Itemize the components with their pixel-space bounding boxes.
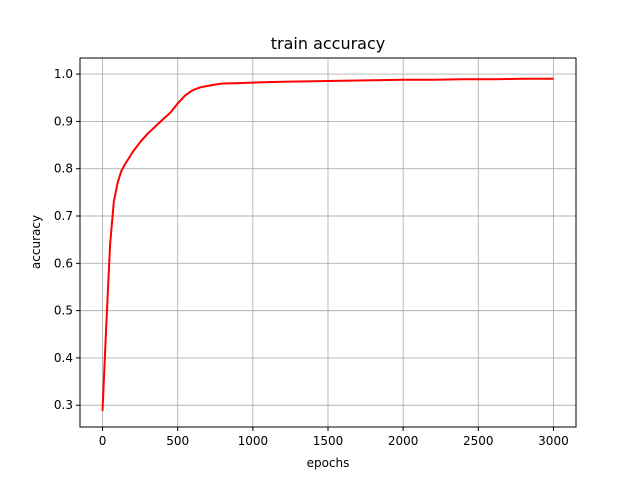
y-tick-label: 0.3 <box>54 398 73 412</box>
y-tick-label: 0.6 <box>54 256 73 270</box>
x-axis-label: epochs <box>307 456 350 470</box>
y-tick-label: 1.0 <box>54 67 73 81</box>
y-tick-label: 0.7 <box>54 209 73 223</box>
x-tick-label: 0 <box>99 434 107 448</box>
y-axis-label: accuracy <box>29 215 43 269</box>
x-tick-label: 2500 <box>463 434 494 448</box>
grid <box>80 58 576 427</box>
x-tick-label: 1500 <box>313 434 344 448</box>
x-tick-label: 2000 <box>388 434 419 448</box>
series-layer <box>101 77 554 411</box>
accuracy-series-line <box>101 77 554 411</box>
x-tick-label: 1000 <box>238 434 269 448</box>
y-tick-label: 0.4 <box>54 351 73 365</box>
y-tick-label: 0.9 <box>54 114 73 128</box>
y-tick-label: 0.5 <box>54 304 73 318</box>
x-tick-label: 500 <box>166 434 189 448</box>
chart-title: train accuracy <box>271 34 386 53</box>
y-tick-label: 0.8 <box>54 162 73 176</box>
x-tick-label: 3000 <box>538 434 569 448</box>
y-axis-ticks: 0.3 0.4 0.5 0.6 0.7 0.8 0.9 1.0 <box>54 67 80 412</box>
x-axis-ticks: 0 500 1000 1500 2000 2500 3000 <box>99 427 569 448</box>
